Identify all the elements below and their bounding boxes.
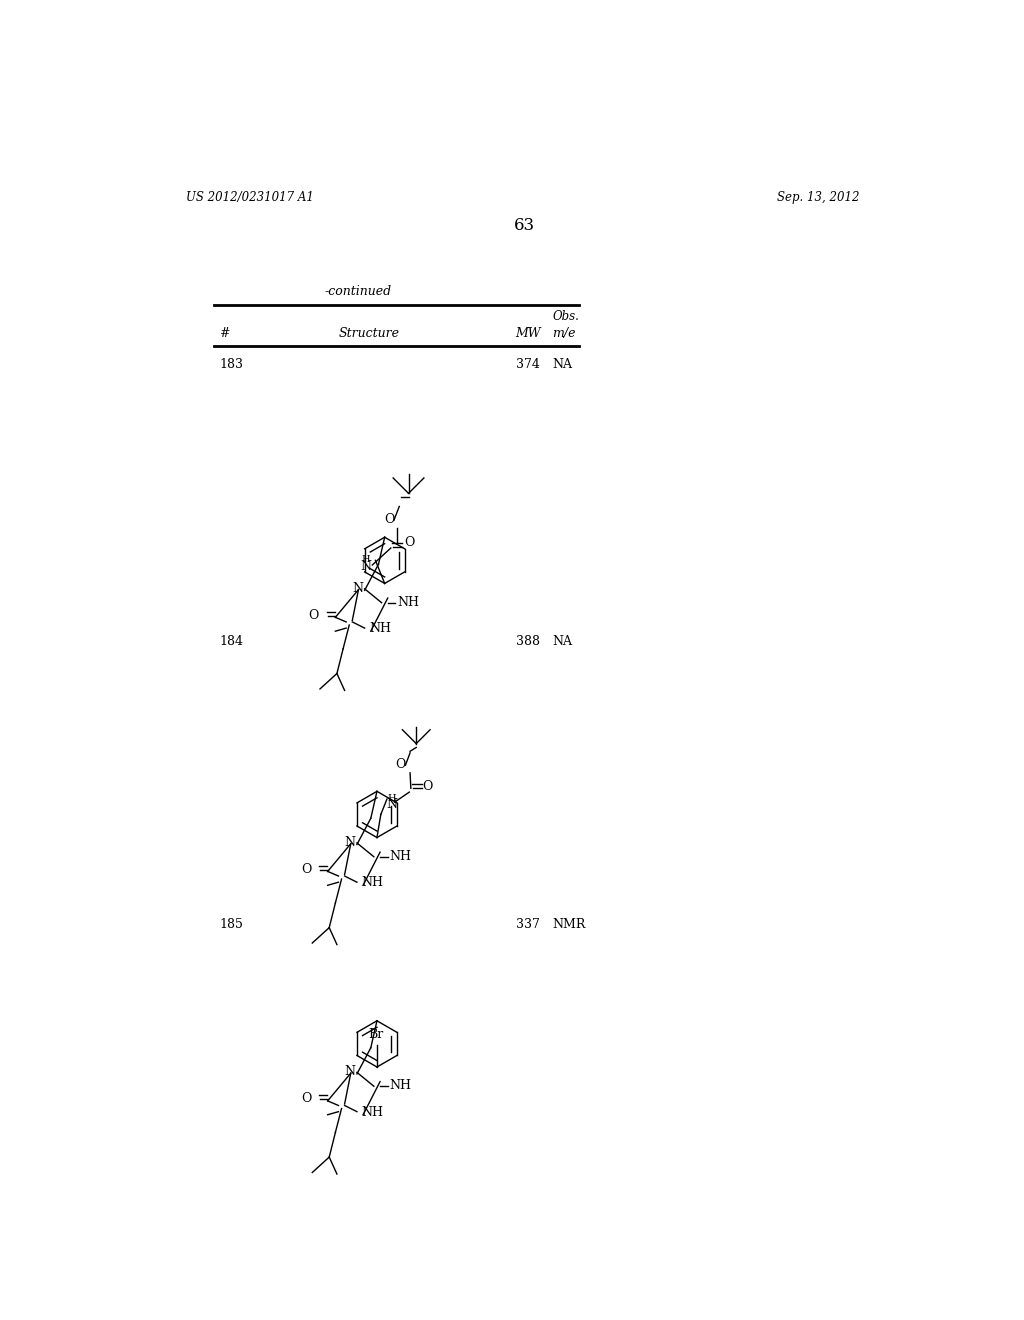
- Text: NH: NH: [361, 876, 384, 890]
- Text: Structure: Structure: [339, 327, 399, 341]
- Text: N: N: [360, 560, 372, 573]
- Text: NH: NH: [397, 595, 419, 609]
- Text: 183: 183: [219, 358, 243, 371]
- Text: N: N: [344, 1065, 355, 1078]
- Text: O: O: [301, 1093, 311, 1105]
- Text: NA: NA: [553, 635, 572, 648]
- Text: US 2012/0231017 A1: US 2012/0231017 A1: [186, 191, 314, 203]
- Text: N: N: [352, 582, 364, 595]
- Text: N: N: [344, 836, 355, 849]
- Text: 63: 63: [514, 216, 536, 234]
- Text: m/e: m/e: [553, 327, 577, 341]
- Text: O: O: [395, 758, 407, 771]
- Text: 388: 388: [515, 635, 540, 648]
- Text: NMR: NMR: [553, 919, 586, 932]
- Text: NH: NH: [389, 1080, 412, 1093]
- Text: NA: NA: [553, 358, 572, 371]
- Text: N: N: [386, 799, 397, 812]
- Text: MW: MW: [515, 327, 542, 341]
- Text: Br: Br: [368, 1028, 383, 1040]
- Text: H: H: [361, 554, 371, 564]
- Text: O: O: [308, 609, 319, 622]
- Text: Obs.: Obs.: [553, 310, 580, 323]
- Text: NH: NH: [361, 1106, 384, 1118]
- Text: #: #: [219, 327, 229, 341]
- Text: H: H: [387, 793, 396, 803]
- Text: O: O: [301, 863, 311, 876]
- Text: 337: 337: [515, 919, 540, 932]
- Text: 185: 185: [219, 919, 243, 932]
- Text: O: O: [422, 780, 432, 793]
- Text: O: O: [384, 513, 394, 527]
- Text: 374: 374: [515, 358, 540, 371]
- Text: O: O: [404, 536, 415, 549]
- Text: -continued: -continued: [325, 285, 391, 298]
- Text: NH: NH: [389, 850, 412, 863]
- Text: 184: 184: [219, 635, 243, 648]
- Text: NH: NH: [370, 622, 391, 635]
- Text: Sep. 13, 2012: Sep. 13, 2012: [777, 191, 860, 203]
